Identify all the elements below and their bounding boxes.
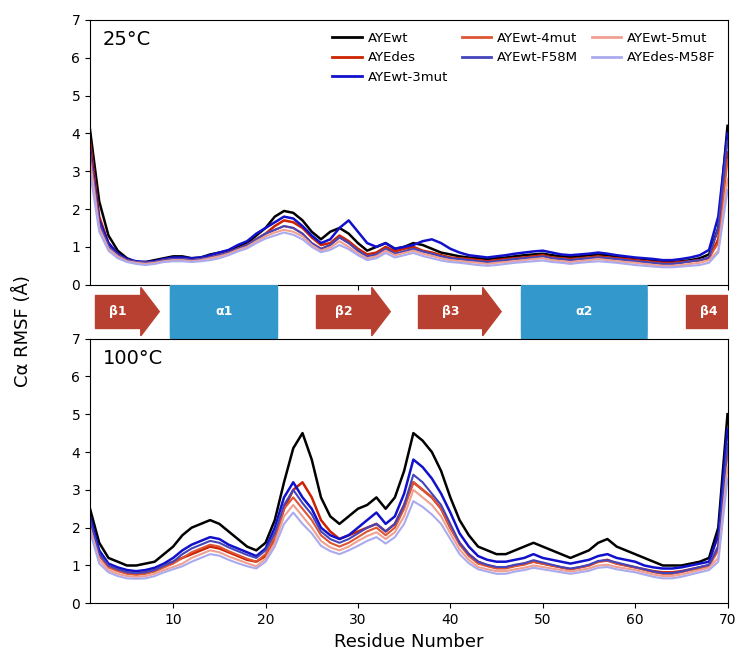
- FancyBboxPatch shape: [94, 296, 141, 328]
- Text: α1: α1: [215, 305, 232, 318]
- FancyBboxPatch shape: [316, 296, 372, 328]
- FancyBboxPatch shape: [686, 296, 732, 328]
- Polygon shape: [732, 287, 750, 336]
- Polygon shape: [372, 287, 390, 336]
- Polygon shape: [141, 287, 159, 336]
- Legend: AYEwt, AYEdes, AYEwt-3mut, AYEwt-4mut, AYEwt-F58M, AYEwt-5mut, AYEdes-M58F: AYEwt, AYEdes, AYEwt-3mut, AYEwt-4mut, A…: [327, 27, 721, 90]
- Text: 25°C: 25°C: [103, 30, 151, 50]
- Polygon shape: [483, 287, 501, 336]
- Text: β3: β3: [442, 305, 459, 318]
- X-axis label: Residue Number: Residue Number: [334, 633, 484, 650]
- Text: α2: α2: [575, 305, 593, 318]
- Text: Cα RMSF (Å): Cα RMSF (Å): [13, 276, 32, 387]
- Text: 100°C: 100°C: [103, 349, 163, 368]
- FancyBboxPatch shape: [418, 296, 483, 328]
- Text: β2: β2: [335, 305, 353, 318]
- Text: β4: β4: [700, 305, 718, 318]
- FancyBboxPatch shape: [521, 275, 647, 348]
- FancyBboxPatch shape: [170, 275, 278, 348]
- Text: β1: β1: [109, 305, 127, 318]
